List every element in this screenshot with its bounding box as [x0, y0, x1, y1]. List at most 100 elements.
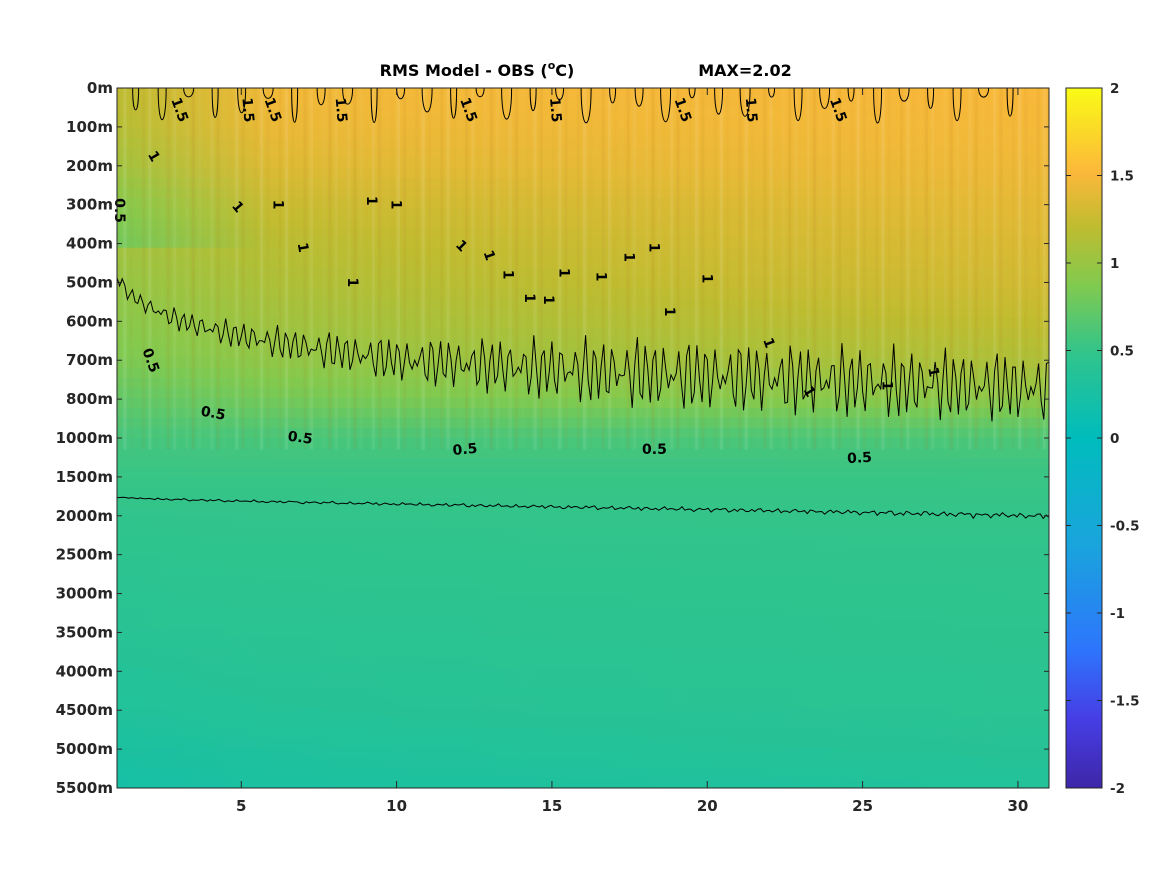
heatmap-streak	[216, 88, 220, 450]
heatmap-streak	[322, 88, 325, 450]
heatmap-row	[117, 127, 1049, 139]
heatmap-streak	[757, 88, 760, 450]
colorbar	[1066, 88, 1102, 788]
heatmap-streak	[148, 88, 152, 450]
heatmap-streak	[346, 88, 351, 450]
y-tick-label: 2500m	[56, 546, 113, 564]
contour-label: 1	[621, 252, 637, 262]
contour-line-1-5	[609, 88, 617, 104]
contour-label: 0.5	[452, 441, 478, 459]
heatmap-streak	[788, 88, 792, 450]
contour-line-1-5	[739, 88, 751, 117]
heatmap-row	[117, 497, 1049, 509]
contour-line-1-5	[157, 88, 167, 121]
y-tick-label: 800m	[66, 390, 113, 408]
contour-line-1-5	[132, 88, 140, 111]
heatmap-streak	[390, 88, 393, 450]
contour-line-0-5	[117, 496, 1049, 520]
heatmap-streak	[676, 88, 680, 450]
heatmap-streak	[620, 88, 623, 450]
contour-label: 1	[698, 274, 714, 284]
contour-label: 1	[521, 293, 537, 303]
heatmap-streak	[179, 88, 182, 450]
heatmap-row	[117, 397, 1049, 409]
contour-label: 1.5	[167, 96, 191, 125]
contour-line-1-5	[580, 88, 592, 124]
heatmap-row	[117, 467, 1049, 479]
heatmap-row	[117, 637, 1049, 649]
contour-line-1	[117, 277, 1049, 422]
heatmap-streak	[955, 88, 960, 450]
heatmap-row	[117, 777, 1049, 788]
heatmap-streak	[396, 88, 401, 450]
contour-line-1-5	[634, 88, 644, 107]
y-tick-label: 200m	[66, 157, 113, 175]
contour-line-1-5	[952, 88, 962, 122]
contour-line-1-5	[316, 88, 326, 106]
heatmap-streak	[235, 88, 239, 450]
heatmap-streak	[1024, 88, 1028, 450]
heatmap-row	[117, 147, 1049, 159]
contour-line-1-5	[660, 88, 672, 123]
contour-label: 1	[499, 270, 515, 280]
heatmap-row	[117, 437, 1049, 449]
heatmap-streak	[123, 88, 127, 450]
heatmap-streak	[278, 88, 282, 450]
contour-label: 1.5	[671, 96, 695, 125]
contour-line-1-5	[1006, 88, 1014, 117]
heatmap-streak	[316, 88, 319, 450]
contour-label: 1	[878, 381, 894, 391]
colorbar-tick-label: 0.5	[1110, 344, 1134, 360]
y-tick-label: 5500m	[56, 779, 113, 797]
heatmap-row	[117, 207, 1049, 219]
heatmap-streak	[328, 88, 332, 450]
heatmap-row	[117, 167, 1049, 179]
heatmap-streak	[508, 88, 512, 450]
heatmap-streak	[409, 88, 412, 450]
heatmap-streak	[160, 88, 163, 450]
heatmap-streak	[626, 88, 630, 450]
contour-line-1-5	[688, 88, 696, 99]
heatmap-streak	[825, 88, 828, 450]
heatmap-row	[117, 597, 1049, 609]
y-tick-label: 5000m	[56, 740, 113, 758]
contour-label: 0.5	[287, 429, 314, 448]
heatmap-streak	[738, 88, 742, 450]
chart-title-sup: o	[548, 59, 556, 72]
contour-label: 0.5	[111, 198, 127, 223]
heatmap-streak	[477, 88, 480, 450]
heatmap-row	[117, 647, 1049, 659]
heatmap-streak	[930, 88, 935, 450]
heatmap-streak	[464, 88, 469, 450]
heatmap-streak	[924, 88, 929, 450]
y-tick-label: 700m	[66, 351, 113, 369]
heatmap-streak	[427, 88, 432, 450]
heatmap-streak	[1012, 88, 1015, 450]
heatmap-row	[117, 517, 1049, 529]
heatmap-streak	[297, 88, 300, 450]
heatmap-streak	[583, 88, 587, 450]
x-tick-label: 10	[386, 797, 407, 815]
heatmap-streak	[552, 88, 555, 450]
heatmap-row	[117, 697, 1049, 709]
contour-label: 1.5	[742, 97, 760, 123]
heatmap-field	[117, 88, 1049, 788]
heatmap-streak	[533, 88, 537, 450]
heatmap-row	[117, 687, 1049, 699]
heatmap-row	[117, 357, 1049, 369]
contour-label: 1	[294, 241, 311, 253]
heatmap-streak	[415, 88, 419, 450]
heatmap-streak	[850, 88, 853, 450]
heatmap-row	[117, 657, 1049, 669]
heatmap-streak	[856, 88, 860, 450]
heatmap-streak	[334, 88, 338, 450]
heatmap-streak	[359, 88, 362, 450]
heatmap-streak	[558, 88, 562, 450]
y-tick-label: 3500m	[56, 623, 113, 641]
heatmap-row	[117, 747, 1049, 759]
heatmap-streak	[459, 88, 462, 450]
heatmap-streak	[303, 88, 307, 450]
contour-line-1-5	[211, 88, 219, 118]
heatmap-streak	[701, 88, 705, 450]
heatmap-row	[117, 677, 1049, 689]
